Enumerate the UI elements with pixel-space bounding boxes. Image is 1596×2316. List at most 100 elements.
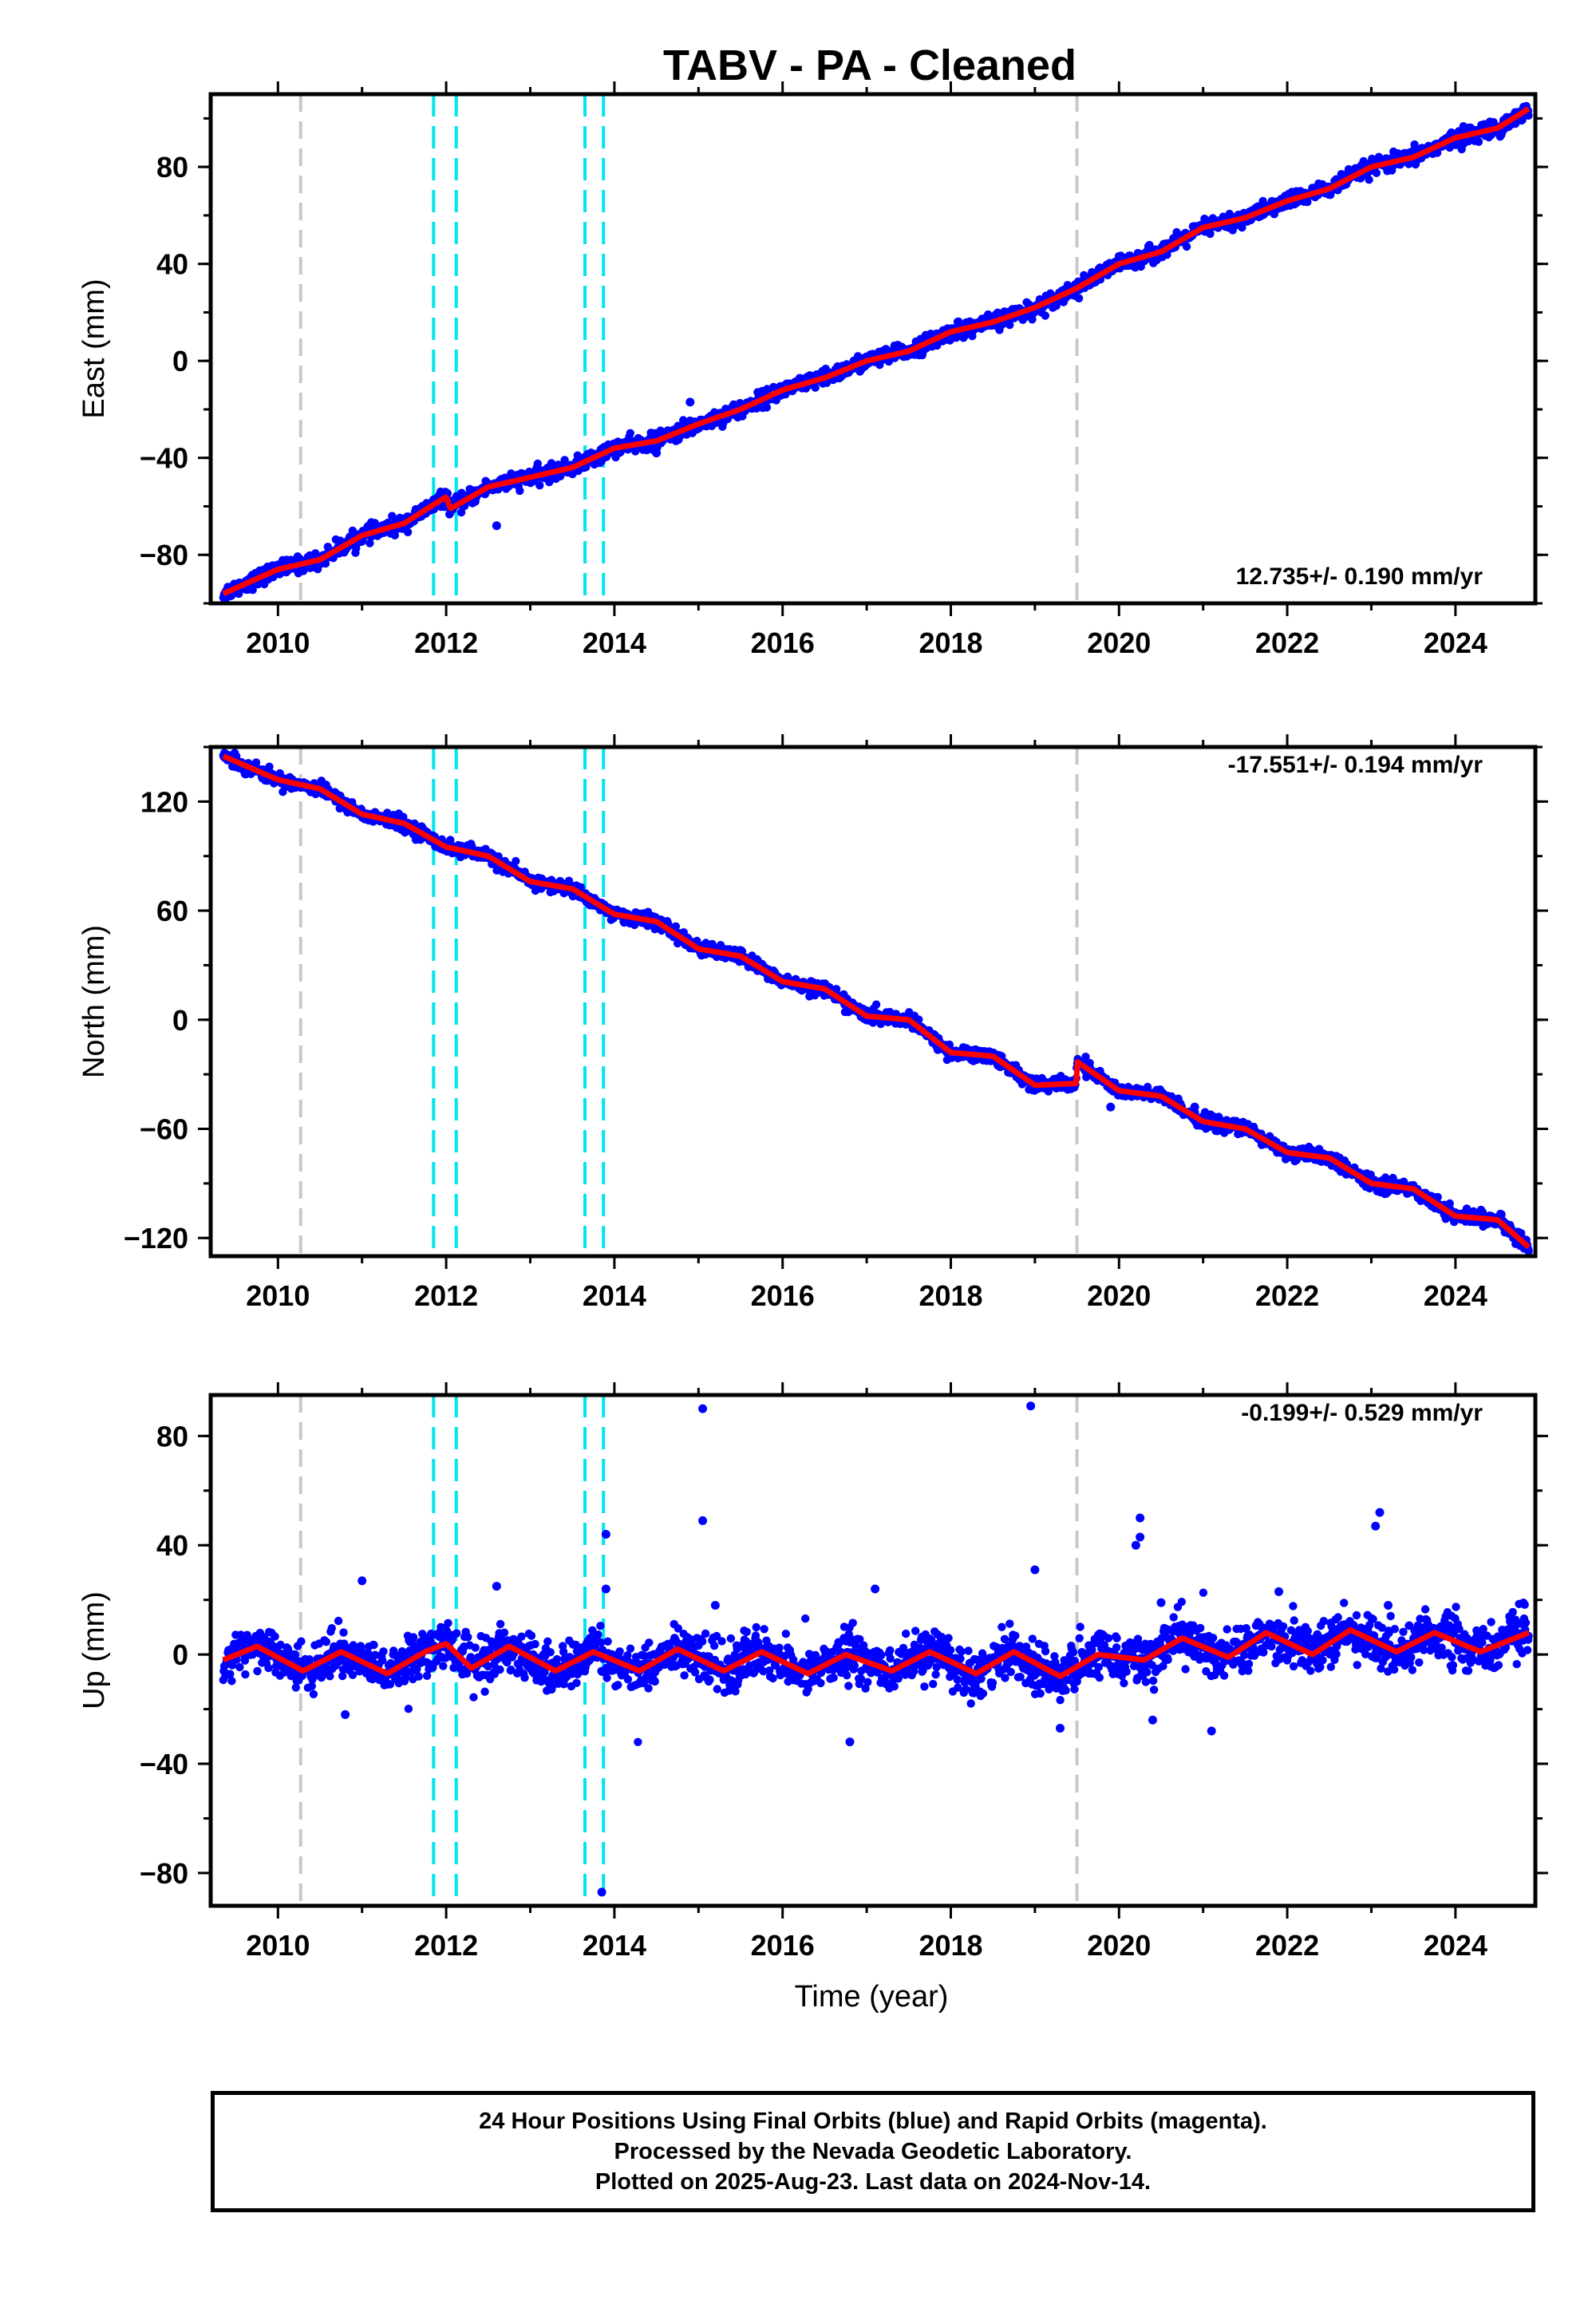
x-tick-label: 2022 bbox=[1255, 1279, 1319, 1312]
data-point bbox=[1005, 320, 1014, 330]
data-point bbox=[1372, 168, 1381, 177]
velocity-label: 12.735+/- 0.190 mm/yr bbox=[1236, 563, 1483, 590]
plot-area bbox=[219, 1395, 1533, 1906]
daily-positions-series bbox=[219, 749, 1533, 1256]
data-point bbox=[576, 883, 586, 892]
data-point bbox=[370, 1650, 380, 1659]
data-point bbox=[352, 543, 361, 553]
y-tick-label: 0 bbox=[172, 345, 188, 377]
data-point bbox=[1074, 294, 1084, 302]
data-point bbox=[338, 1671, 347, 1681]
daily-positions-series bbox=[219, 101, 1533, 603]
data-point bbox=[1389, 1173, 1397, 1183]
data-point bbox=[385, 1680, 395, 1689]
data-point bbox=[1524, 111, 1533, 120]
data-point bbox=[762, 403, 772, 412]
plot-frame bbox=[208, 92, 1538, 606]
model-fit-line bbox=[222, 106, 1531, 596]
data-point bbox=[1303, 197, 1312, 207]
y-tick-label: 120 bbox=[140, 785, 188, 818]
data-point bbox=[326, 1672, 334, 1681]
x-tick-label: 2024 bbox=[1424, 626, 1487, 659]
velocity-label: -17.551+/- 0.194 mm/yr bbox=[1228, 752, 1483, 778]
plot-area bbox=[219, 94, 1533, 603]
data-point bbox=[327, 1624, 336, 1633]
data-point bbox=[1433, 1192, 1442, 1202]
x-tick-label: 2020 bbox=[1087, 626, 1151, 659]
data-point bbox=[227, 1661, 237, 1670]
data-point bbox=[1238, 223, 1246, 232]
outlier-point bbox=[685, 397, 695, 407]
y-tick-label: −80 bbox=[140, 539, 188, 571]
x-tick-label: 2012 bbox=[414, 626, 478, 659]
data-point bbox=[1365, 176, 1373, 184]
x-tick-label: 2018 bbox=[918, 626, 982, 659]
data-point bbox=[535, 481, 544, 490]
y-tick-label: 60 bbox=[156, 895, 188, 927]
data-point bbox=[545, 477, 554, 487]
data-point bbox=[322, 1638, 330, 1646]
data-point bbox=[377, 1656, 387, 1665]
data-point bbox=[290, 1650, 300, 1659]
y-tick-label: 0 bbox=[172, 1004, 188, 1037]
chart-title: TABV - PA - Cleaned bbox=[663, 41, 1077, 89]
panel-up: 2010 2012 2014 2016 2018 2020 2022 2024−80−4004… bbox=[77, 1382, 1548, 1962]
data-point bbox=[1511, 119, 1520, 128]
data-point bbox=[512, 856, 520, 866]
data-point bbox=[241, 1670, 250, 1679]
data-point bbox=[1081, 1053, 1090, 1061]
outlier-point bbox=[652, 449, 662, 458]
x-tick-label: 2014 bbox=[583, 1279, 646, 1312]
data-point bbox=[348, 1670, 358, 1679]
data-point bbox=[915, 1015, 923, 1024]
y-tick-label: 40 bbox=[156, 248, 188, 281]
data-point bbox=[456, 508, 466, 517]
data-point bbox=[248, 586, 257, 595]
x-tick-label: 2016 bbox=[751, 626, 815, 659]
data-point bbox=[403, 528, 413, 536]
data-point bbox=[404, 1705, 413, 1713]
panel-north: 2010 2012 2014 2016 2018 2020 2022 2024 −120 −60 0… bbox=[77, 734, 1548, 1312]
outlier-point bbox=[1190, 1102, 1199, 1112]
x-tick-label: 2010 bbox=[246, 1279, 310, 1312]
data-point bbox=[1497, 1210, 1506, 1219]
data-point bbox=[708, 939, 717, 949]
data-point bbox=[307, 1682, 316, 1690]
data-point bbox=[560, 456, 569, 464]
data-point bbox=[339, 1628, 348, 1637]
data-point bbox=[1182, 242, 1191, 251]
data-point bbox=[334, 1616, 343, 1626]
x-tick-label: 2018 bbox=[918, 1279, 982, 1312]
y-tick-label: −60 bbox=[140, 1113, 188, 1146]
data-point bbox=[309, 1690, 318, 1698]
x-tick-label: 2024 bbox=[1424, 1279, 1487, 1312]
x-tick-label: 2012 bbox=[414, 1279, 478, 1312]
panel-east: 2010 2012 2014 2016 2018 2020 2022 2024−80−4004… bbox=[77, 81, 1548, 659]
daily-positions-series bbox=[219, 1401, 1533, 1897]
outlier-point bbox=[492, 521, 501, 531]
data-point bbox=[390, 531, 399, 539]
data-point bbox=[516, 486, 524, 496]
data-point bbox=[264, 1663, 273, 1673]
x-tick-label: 2010 bbox=[246, 626, 310, 659]
model-fit-line bbox=[222, 753, 1531, 1250]
data-point bbox=[832, 985, 841, 994]
data-point bbox=[369, 1641, 378, 1650]
data-point bbox=[871, 1000, 881, 1009]
data-point bbox=[227, 1677, 236, 1686]
data-point bbox=[340, 1639, 349, 1648]
data-point bbox=[1445, 1199, 1455, 1208]
plot-area bbox=[219, 747, 1533, 1256]
x-tick-label: 2016 bbox=[751, 1279, 815, 1312]
data-point bbox=[811, 383, 820, 392]
data-point bbox=[271, 1632, 279, 1641]
data-point bbox=[626, 429, 634, 437]
data-point bbox=[671, 922, 681, 931]
data-point bbox=[235, 1662, 244, 1672]
y-tick-label: −120 bbox=[124, 1222, 188, 1255]
x-tick-label: 2020 bbox=[1087, 1279, 1151, 1312]
data-point bbox=[305, 1655, 314, 1664]
data-point bbox=[297, 1637, 306, 1646]
data-point bbox=[276, 1640, 285, 1650]
